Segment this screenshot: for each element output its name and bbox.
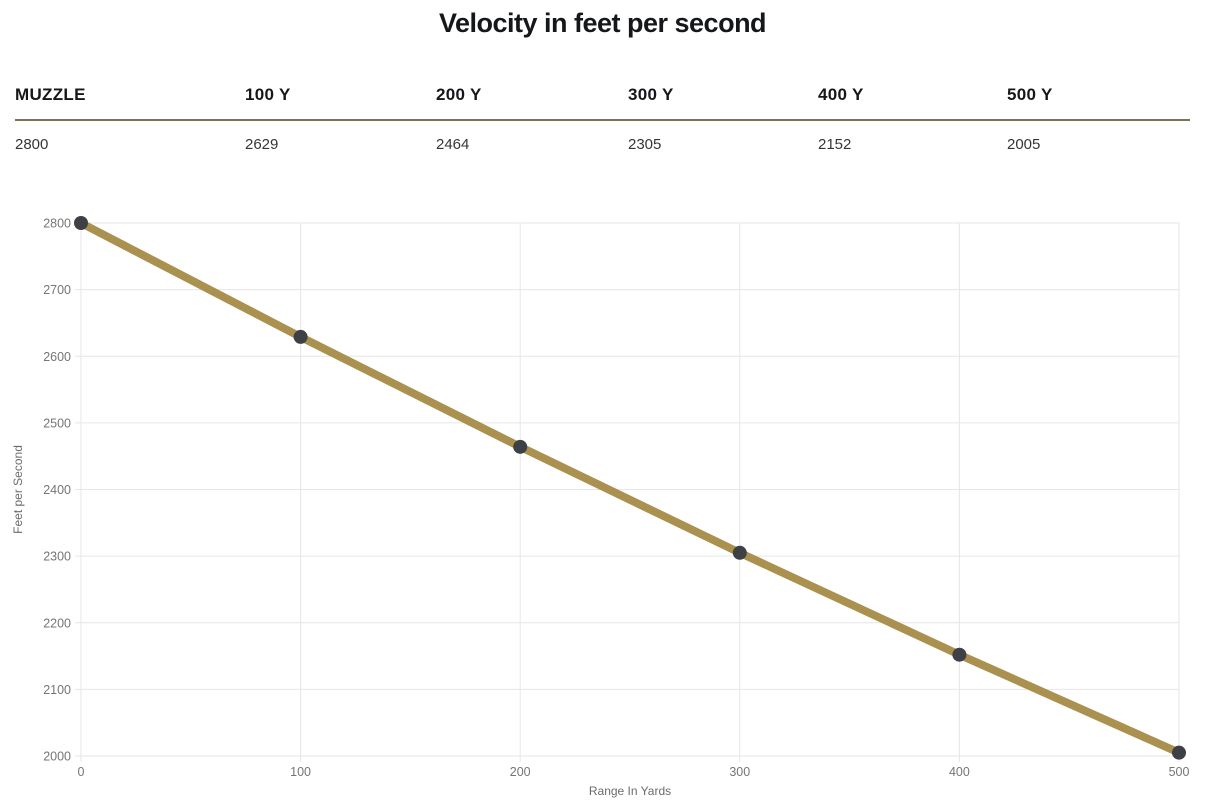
table-value-cell: 2629 [245,136,279,153]
table-header-cell: 400 Y [818,85,1007,121]
x-axis-tick-label: 400 [949,765,970,779]
y-axis-tick-label: 2700 [43,283,71,297]
data-point[interactable] [1172,745,1186,760]
x-axis-tick-label: 300 [729,765,750,779]
y-axis-tick-label: 2100 [43,683,71,697]
y-axis-tick-label: 2200 [43,616,71,630]
y-axis-tick-label: 2800 [43,217,71,231]
velocity-series-line [77,219,1183,757]
table-value-cell: 2800 [15,136,49,153]
x-axis-tick-label: 100 [290,765,311,779]
y-axis-tick-label: 2300 [43,550,71,564]
data-point[interactable] [293,329,308,344]
table-header-cell: 300 Y [628,85,818,121]
x-axis-tick-label: 200 [510,765,531,779]
data-point[interactable] [732,545,747,560]
y-axis-title: Feet per Second [11,445,25,534]
table-value-cell: 2152 [818,136,852,153]
x-axis-title: Range In Yards [589,784,671,798]
table-value-cell: 2005 [1007,136,1041,153]
data-point[interactable] [952,647,967,662]
table-header-cell: MUZZLE [15,85,245,121]
y-axis-tick-label: 2000 [43,750,71,764]
table-header-row: MUZZLE 100 Y 200 Y 300 Y 400 Y 500 Y [15,85,1190,121]
table-value-cell: 2305 [628,136,662,153]
table-header-cell: 100 Y [245,85,436,121]
x-axis-tick-label: 500 [1169,765,1190,779]
y-axis-tick-label: 2500 [43,416,71,430]
velocity-table: MUZZLE 100 Y 200 Y 300 Y 400 Y 500 Y 2800 2629… [15,85,1190,163]
table-header-cell: 200 Y [436,85,628,121]
page-title: Velocity in feet per second [438,8,767,38]
data-point[interactable] [74,216,88,230]
table-value-row: 2800 2629 2464 2305 2152 2005 [15,120,1190,163]
data-point[interactable] [513,439,528,454]
velocity-line-chart-canvas[interactable]: 2000 2100 2200 2300 2400 2500 2600 2700 2800 0 100… [0,203,1205,800]
x-axis-tick-label: 0 [78,765,85,779]
velocity-chart[interactable]: 2000 2100 2200 2300 2400 2500 2600 2700 2800 0 100… [0,203,1205,800]
table-header-cell: 500 Y [1007,85,1190,121]
table-value-cell: 2464 [436,136,470,153]
y-axis-tick-label: 2400 [43,483,71,497]
y-axis-tick-label: 2600 [43,350,71,364]
